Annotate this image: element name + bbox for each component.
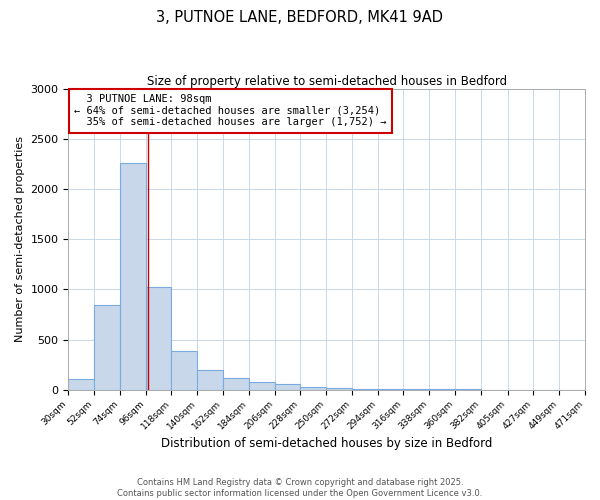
Bar xyxy=(197,370,223,390)
Bar xyxy=(301,386,326,390)
Bar xyxy=(249,382,275,390)
Text: 3, PUTNOE LANE, BEDFORD, MK41 9AD: 3, PUTNOE LANE, BEDFORD, MK41 9AD xyxy=(157,10,443,25)
Bar xyxy=(94,305,120,390)
Y-axis label: Number of semi-detached properties: Number of semi-detached properties xyxy=(15,136,25,342)
Bar xyxy=(352,389,377,390)
Bar xyxy=(120,164,146,390)
Bar xyxy=(146,288,172,390)
X-axis label: Distribution of semi-detached houses by size in Bedford: Distribution of semi-detached houses by … xyxy=(161,437,493,450)
Bar xyxy=(326,388,352,390)
Title: Size of property relative to semi-detached houses in Bedford: Size of property relative to semi-detach… xyxy=(146,75,507,88)
Bar xyxy=(68,378,94,390)
Bar xyxy=(377,389,403,390)
Bar xyxy=(223,378,249,390)
Bar xyxy=(172,350,197,390)
Text: Contains HM Land Registry data © Crown copyright and database right 2025.
Contai: Contains HM Land Registry data © Crown c… xyxy=(118,478,482,498)
Bar xyxy=(275,384,301,390)
Text: 3 PUTNOE LANE: 98sqm
← 64% of semi-detached houses are smaller (3,254)
  35% of : 3 PUTNOE LANE: 98sqm ← 64% of semi-detac… xyxy=(74,94,387,128)
